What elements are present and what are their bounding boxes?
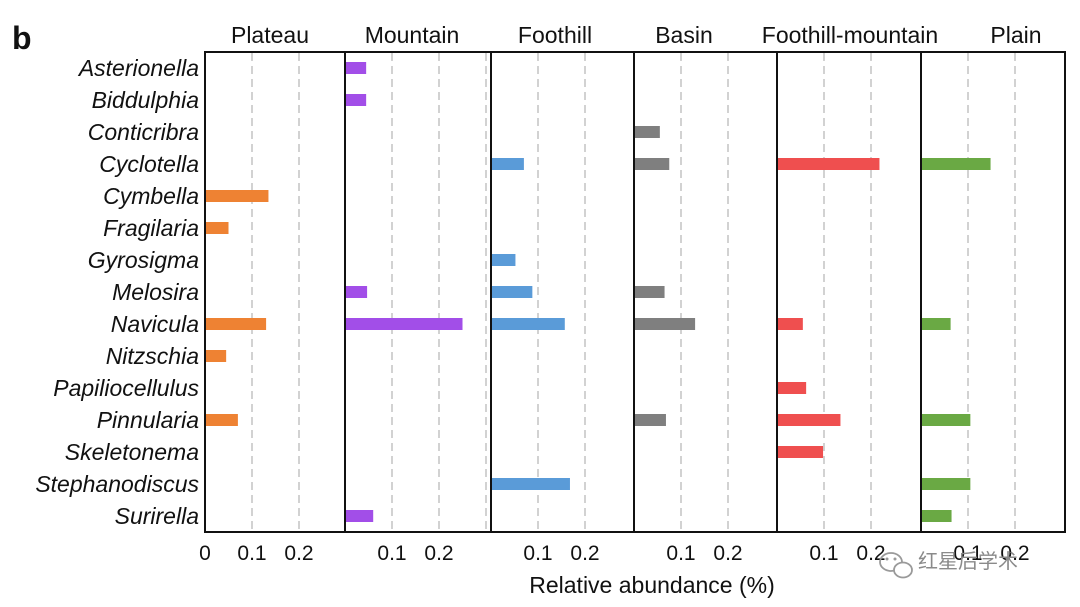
x-tick-label: 0.2 <box>284 542 313 565</box>
bar-foothill-navicula <box>491 318 565 330</box>
x-tick-label: 0.1 <box>377 542 406 565</box>
x-tick-labels: 0 0.1 0.2 0.1 0.2 0.1 0.2 0.1 0.2 0.1 0.2 0.1 0.2 <box>199 542 1029 565</box>
x-tick-label: 0.2 <box>424 542 453 565</box>
x-tick-label: 0.2 <box>1000 542 1029 565</box>
bar-plateau-cymbella <box>205 190 269 202</box>
species-label: Asterionella <box>77 55 199 81</box>
bar-plateau-fragilaria <box>205 222 229 234</box>
watermark: 红星后学术 <box>879 549 1018 579</box>
bar-plain-stephanodiscus <box>921 478 971 490</box>
species-label: Navicula <box>111 311 199 337</box>
bars-layer <box>205 62 991 522</box>
panel-header-foothill: Foothill <box>518 22 592 48</box>
panel-header-plain: Plain <box>990 22 1041 48</box>
bar-plateau-pinnularia <box>205 414 238 426</box>
bar-foothill-cyclotella <box>491 158 524 170</box>
x-tick-label: 0.1 <box>523 542 552 565</box>
x-tick-label: 0.1 <box>666 542 695 565</box>
panel-header-foothill-mountain: Foothill-mountain <box>762 22 938 48</box>
bar-basin-navicula <box>634 318 696 330</box>
bar-foothill-gyrosigma <box>491 254 516 266</box>
bar-foothill-mountain-navicula <box>777 318 803 330</box>
bar-mountain-navicula <box>345 318 463 330</box>
species-label: Fragilaria <box>103 215 199 241</box>
x-tick-label: 0.2 <box>713 542 742 565</box>
panel-header-mountain: Mountain <box>365 22 460 48</box>
bar-mountain-biddulphia <box>345 94 367 106</box>
watermark-text: 红星后学术 <box>918 549 1018 573</box>
bar-foothill-mountain-papiliocellulus <box>777 382 807 394</box>
x-axis-label: Relative abundance (%) <box>529 572 774 598</box>
x-tick-label: 0.2 <box>856 542 885 565</box>
species-label: Conticribra <box>88 119 199 145</box>
species-label: Biddulphia <box>92 87 199 113</box>
species-label: Pinnularia <box>97 407 199 433</box>
bar-foothill-mountain-skeletonema <box>777 446 824 458</box>
bar-plain-pinnularia <box>921 414 971 426</box>
species-label: Gyrosigma <box>88 247 199 273</box>
bar-basin-cyclotella <box>634 158 670 170</box>
wechat-icon <box>879 552 913 579</box>
species-label: Stephanodiscus <box>35 471 199 497</box>
bar-basin-conticribra <box>634 126 660 138</box>
grid-layer <box>251 53 1016 531</box>
bar-foothill-stephanodiscus <box>491 478 570 490</box>
panel-headers: Plateau Mountain Foothill Basin Foothill-mou… <box>231 22 1042 48</box>
bar-foothill-mountain-pinnularia <box>777 414 841 426</box>
bar-foothill-mountain-cyclotella <box>777 158 880 170</box>
panel-label: b <box>12 20 32 56</box>
species-label: Skeletonema <box>65 439 199 465</box>
plot-frame <box>204 51 1066 533</box>
x-tick-label: 0 <box>199 542 211 565</box>
x-tick-label: 0.1 <box>237 542 266 565</box>
x-tick-label: 0.1 <box>809 542 838 565</box>
panel-header-basin: Basin <box>655 22 713 48</box>
bar-plain-surirella <box>921 510 952 522</box>
bar-mountain-surirella <box>345 510 374 522</box>
x-tick-label: 0.1 <box>953 542 982 565</box>
bar-plain-cyclotella <box>921 158 991 170</box>
species-label: Melosira <box>112 279 199 305</box>
species-labels: Asterionella Biddulphia Conticribra Cyclote… <box>35 55 199 529</box>
bar-plain-navicula <box>921 318 951 330</box>
species-label: Cymbella <box>103 183 199 209</box>
panel-header-plateau: Plateau <box>231 22 309 48</box>
bar-foothill-melosira <box>491 286 533 298</box>
species-label: Nitzschia <box>106 343 199 369</box>
species-label: Cyclotella <box>99 151 199 177</box>
bar-basin-pinnularia <box>634 414 666 426</box>
species-label: Surirella <box>115 503 199 529</box>
bar-plateau-nitzschia <box>205 350 227 362</box>
bar-mountain-asterionella <box>345 62 367 74</box>
bar-plateau-navicula <box>205 318 267 330</box>
bar-basin-melosira <box>634 286 665 298</box>
bar-mountain-melosira <box>345 286 368 298</box>
species-label: Papiliocellulus <box>53 375 199 401</box>
x-tick-label: 0.2 <box>570 542 599 565</box>
